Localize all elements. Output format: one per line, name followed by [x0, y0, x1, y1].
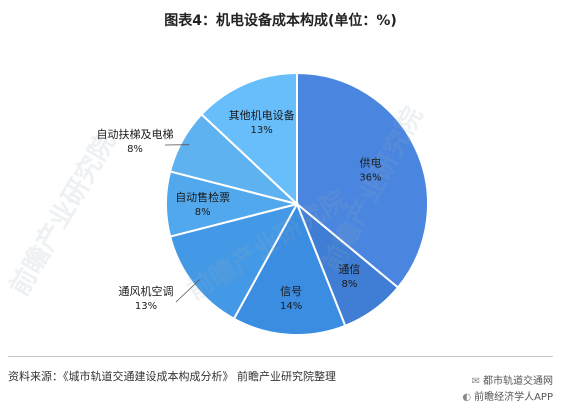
- pie-slice-1: [296, 71, 429, 289]
- slice-label-1: 供电: [360, 155, 382, 169]
- pie-slice-3: [232, 201, 347, 336]
- attribution-text-1: 都市轨道交通网: [483, 376, 553, 387]
- slice-value-1: 36%: [359, 172, 381, 183]
- attribution-line-1: ✉ 都市轨道交通网: [472, 372, 553, 387]
- pie-slices: [165, 71, 429, 336]
- footer-rule: [8, 356, 553, 357]
- attribution-line-2: ◐ 前瞻经济学人APP: [462, 388, 553, 403]
- slice-label-4: 通风机空调: [119, 284, 174, 298]
- slice-value-5: 8%: [195, 207, 211, 218]
- slice-value-4: 13%: [135, 301, 157, 312]
- source-note: 资料来源：《城市轨道交通建设成本构成分析》 前瞻产业研究院整理: [8, 370, 336, 383]
- pie-slice-4: [168, 202, 299, 321]
- pie-chart: 供电 36% 通信 8% 信号 14% 通风机空调 13% 自动售检票 8% 自动扶梯及电梯 8% 其他…: [97, 71, 429, 336]
- app-logo-icon: ◐: [462, 392, 472, 403]
- pie-slice-7: [200, 71, 298, 207]
- slice-label-5: 自动售检票: [175, 190, 230, 204]
- chart-title: 图表4：机电设备成本构成(单位：%): [164, 13, 397, 29]
- slice-label-3: 信号: [280, 285, 302, 298]
- attribution-text-2: 前瞻经济学人APP: [474, 392, 553, 403]
- slice-value-7: 13%: [250, 125, 272, 136]
- slice-label-2: 通信: [338, 263, 360, 276]
- pie-labels: 供电 36% 通信 8% 信号 14% 通风机空调 13% 自动售检票 8% 自动扶梯及电梯 8% 其他…: [97, 108, 382, 312]
- slice-label-7: 其他机电设备: [229, 108, 295, 122]
- slice-label-6: 自动扶梯及电梯: [97, 127, 174, 141]
- wechat-icon: ✉: [471, 376, 480, 387]
- slice-value-2: 8%: [341, 279, 357, 290]
- slice-value-3: 14%: [280, 301, 302, 312]
- leader-line-4: [175, 279, 200, 303]
- slice-value-6: 8%: [127, 144, 143, 155]
